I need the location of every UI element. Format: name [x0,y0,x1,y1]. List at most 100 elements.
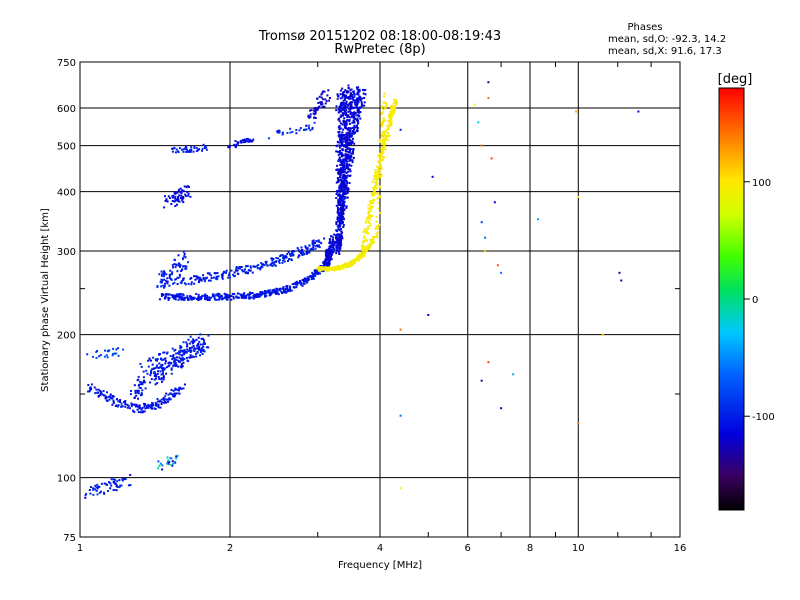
trace-point [362,92,365,95]
trace-point [314,117,317,119]
trace-point [141,389,144,392]
trace-point [333,244,336,247]
trace-point [154,367,157,370]
trace-point [339,220,342,223]
trace-point [290,258,293,261]
trace-point [162,270,165,273]
trace-point [342,158,345,161]
trace-point [309,113,312,116]
trace-point [346,262,349,265]
trace-point [348,143,351,146]
trace-point [337,220,340,223]
trace-point [175,455,178,458]
trace-point [380,106,383,109]
trace-point [232,297,235,300]
trace-point [182,293,185,296]
trace-point [179,264,182,267]
trace-point [284,256,287,259]
trace-point [316,107,319,110]
trace-point [156,372,159,375]
trace-point [314,271,317,274]
trace-point [197,348,200,351]
trace-point [171,393,174,396]
trace-point [254,293,257,296]
trace-point [369,205,372,208]
trace-point [382,134,385,137]
trace-point [369,209,372,212]
trace-point [340,203,342,206]
trace-point [160,281,163,284]
trace-point [360,105,363,108]
trace-point [181,296,184,299]
trace-point [204,293,207,296]
trace-point [160,357,163,360]
trace-point [133,384,136,387]
trace-point [324,102,327,105]
trace-point [601,333,604,336]
trace-point [348,134,351,136]
trace-point [338,120,341,123]
trace-point [160,373,163,376]
trace-point [575,110,578,113]
colorbar-tick-label: 100 [752,178,771,189]
trace-point [318,240,321,243]
trace-point [270,264,273,266]
trace-point [185,356,188,359]
trace-point [281,292,284,295]
x-tick-label: 8 [527,543,533,554]
trace-point [363,235,366,238]
trace-point [165,360,167,363]
trace-point [359,107,361,110]
trace-point [227,276,230,279]
trace-point [305,124,308,127]
trace-point [349,168,352,171]
trace-point [166,351,169,354]
trace-point [177,392,180,395]
trace-point [336,206,339,209]
trace-point [98,355,101,358]
trace-point [242,141,245,144]
trace-point [336,93,339,96]
trace-point [170,372,173,375]
trace-point [300,246,303,249]
trace-point [318,246,321,249]
trace-point [320,93,323,96]
trace-point [175,352,178,355]
trace-point [147,406,150,409]
trace-point [338,144,341,147]
trace-point [381,111,384,114]
trace-point [305,128,308,131]
trace-point [114,482,117,485]
trace-point [307,278,310,281]
trace-point [151,403,154,406]
trace-point [338,179,341,182]
trace-point [342,121,345,124]
trace-point [201,147,204,150]
trace-point [180,270,183,272]
trace-point [92,487,95,490]
trace-point [361,247,364,249]
trace-point [181,268,184,271]
trace-point [157,403,160,406]
trace-point [140,392,143,395]
trace-point [113,352,116,355]
trace-point [353,111,356,114]
trace-point [194,278,197,281]
trace-point [150,359,152,362]
trace-point [273,290,276,293]
trace-point [165,273,168,276]
trace-point [298,254,301,257]
trace-point [291,283,294,286]
phase-legend: Phases mean, sd,O: -92.3, 14.2 mean, sd,… [608,22,726,57]
trace-point [236,142,239,145]
trace-point [337,211,340,214]
trace-point [331,267,333,270]
trace-point [231,292,234,295]
trace-point [140,381,143,384]
trace-point [367,220,370,223]
colorbar-label: [deg] [718,72,753,87]
trace-point [319,266,322,269]
trace-point [175,358,178,361]
trace-point [103,492,106,495]
trace-point [388,122,391,125]
